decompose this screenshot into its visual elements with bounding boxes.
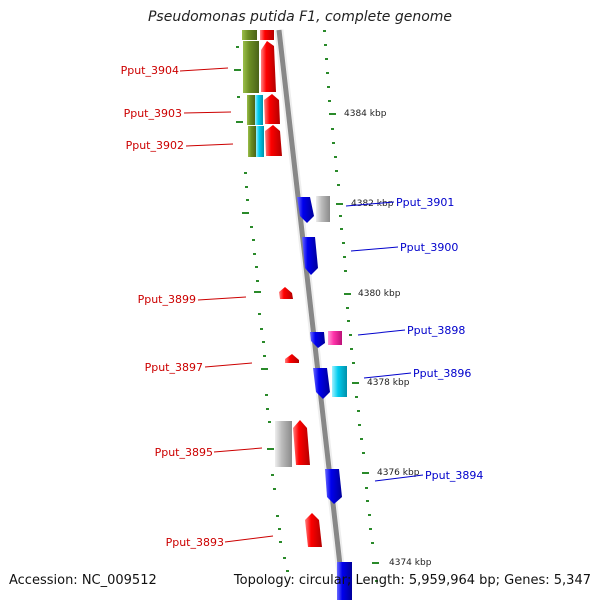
gene-label-pput-3898[interactable]: Pput_3898 [407, 324, 465, 337]
gene-pput-3897[interactable] [285, 354, 299, 363]
gene-pput-3903[interactable] [264, 94, 280, 124]
gene-feature [260, 30, 274, 40]
gene-feature [275, 421, 292, 467]
gene-pput-3901[interactable] [297, 197, 314, 223]
gene-feature [248, 126, 256, 157]
gene-feature [332, 366, 347, 397]
gene-pput-3898[interactable] [310, 332, 325, 348]
outer-major-ticks [329, 113, 379, 564]
left-leader-lines [179, 67, 274, 543]
gene-pput-3894[interactable] [325, 469, 342, 504]
ruler-tick-label: 4376 kbp [377, 468, 420, 478]
gene-pput-3902[interactable] [265, 125, 282, 156]
gene-feature [255, 95, 263, 125]
ruler-tick-label: 4380 kbp [358, 289, 401, 299]
inner-major-ticks [234, 69, 274, 450]
genome-backbone [276, 29, 347, 600]
gene-feature [247, 95, 255, 125]
gene-feature [243, 41, 259, 93]
gene-label-pput-3895[interactable]: Pput_3895 [155, 446, 213, 459]
gene-label-pput-3902[interactable]: Pput_3902 [126, 139, 184, 152]
ruler-tick-label: 4378 kbp [367, 378, 410, 388]
ruler-tick-label: 4384 kbp [344, 109, 387, 119]
gene-label-pput-3893[interactable]: Pput_3893 [166, 536, 224, 549]
gene-label-pput-3897[interactable]: Pput_3897 [145, 361, 203, 374]
genome-summary-text: Topology: circular; Length: 5,959,964 bp… [233, 573, 591, 588]
inner-tick-ring [236, 46, 289, 572]
gene-label-pput-3901[interactable]: Pput_3901 [396, 196, 454, 209]
gene-pput-3893[interactable] [305, 513, 322, 547]
gene-feature [256, 126, 264, 157]
gene-label-pput-3894[interactable]: Pput_3894 [425, 469, 483, 482]
gene-feature [316, 196, 330, 222]
gene-label-pput-3896[interactable]: Pput_3896 [413, 367, 471, 380]
gene-pput-3904[interactable] [261, 41, 276, 92]
gene-label-pput-3903[interactable]: Pput_3903 [124, 107, 182, 120]
gene-label-pput-3899[interactable]: Pput_3899 [138, 293, 196, 306]
gene-label-pput-3900[interactable]: Pput_3900 [400, 241, 458, 254]
gene-pput-3900[interactable] [302, 237, 318, 275]
gene-feature [337, 562, 352, 600]
accession-text: Accession: NC_009512 [9, 573, 157, 588]
outer-tick-ring [323, 30, 378, 582]
gene-feature [242, 30, 257, 40]
right-leader-lines [345, 201, 424, 482]
map-title: Pseudomonas putida F1, complete genome [147, 9, 453, 25]
gene-pput-3896[interactable] [313, 368, 330, 399]
gene-pput-3899[interactable] [279, 287, 293, 299]
ruler-tick-label: 4374 kbp [389, 558, 432, 568]
gene-pput-3895[interactable] [293, 420, 310, 465]
gene-label-pput-3904[interactable]: Pput_3904 [121, 64, 179, 77]
gene-feature [328, 331, 342, 345]
